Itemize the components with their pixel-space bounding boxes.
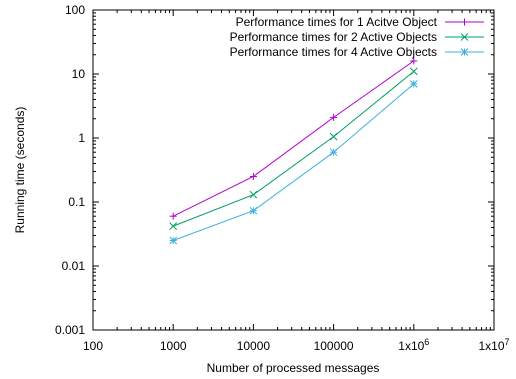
x-tick-label: 100000: [314, 339, 354, 353]
data-point: [410, 57, 418, 65]
series-line: [173, 71, 415, 227]
data-point: [169, 222, 178, 230]
x-axis-label: Number of processed messages: [207, 361, 380, 375]
legend-marker: [461, 18, 468, 26]
y-tick-label: 0.01: [62, 259, 86, 273]
data-point: [329, 132, 338, 141]
series-3: [169, 80, 418, 245]
y-tick-label: 100: [65, 3, 85, 17]
y-axis-label: Running time (seconds): [13, 107, 27, 234]
legend-marker: [460, 48, 469, 56]
y-tick-label: 10: [72, 67, 86, 81]
data-point: [329, 148, 338, 157]
legend-entry: Performance times for 1 Acitve Object: [236, 15, 484, 29]
x-tick-label: 1x106: [398, 337, 429, 353]
data-point: [169, 236, 178, 245]
legend-label: Performance times for 1 Acitve Object: [236, 15, 438, 29]
data-point: [409, 80, 418, 88]
x-tick-label-base: 1x10: [478, 339, 504, 353]
data-point: [249, 206, 258, 215]
legend-label: Performance times for 2 Active Objects: [230, 30, 437, 44]
x-tick-label-base: 1x10: [398, 339, 424, 353]
plot-frame: [92, 9, 495, 331]
legend-label: Performance times for 4 Active Objects: [230, 45, 437, 59]
data-point: [409, 67, 418, 76]
x-tick-label: 100: [83, 339, 103, 353]
x-tick-label: 1000: [160, 339, 187, 353]
ticks-layer: [92, 9, 495, 331]
data-point: [169, 212, 177, 220]
x-tick-label-exponent: 7: [505, 337, 510, 347]
legend: Performance times for 1 Acitve ObjectPer…: [230, 15, 484, 59]
legend-marker: [460, 33, 469, 41]
y-tick-label: 0.1: [68, 195, 85, 209]
tick-labels-layer: 100 1000 10000 100000 1x106 1x1070.0010.010.1…: [55, 3, 510, 353]
data-point: [249, 190, 258, 199]
data-point: [249, 173, 257, 181]
y-tick-label: 1: [78, 131, 85, 145]
legend-entry: Performance times for 2 Active Objects: [230, 30, 484, 44]
y-tick-label: 0.001: [55, 323, 85, 337]
data-point: [330, 113, 338, 121]
series-1: [169, 57, 418, 220]
x-tick-label-exponent: 6: [424, 337, 429, 347]
series-layer: [169, 57, 418, 245]
x-tick-label: 1x107: [478, 337, 509, 353]
series-line: [172, 60, 415, 217]
series-line: [173, 83, 415, 241]
legend-entry: Performance times for 4 Active Objects: [230, 45, 484, 59]
x-tick-label: 10000: [237, 339, 271, 353]
series-2: [169, 67, 418, 230]
